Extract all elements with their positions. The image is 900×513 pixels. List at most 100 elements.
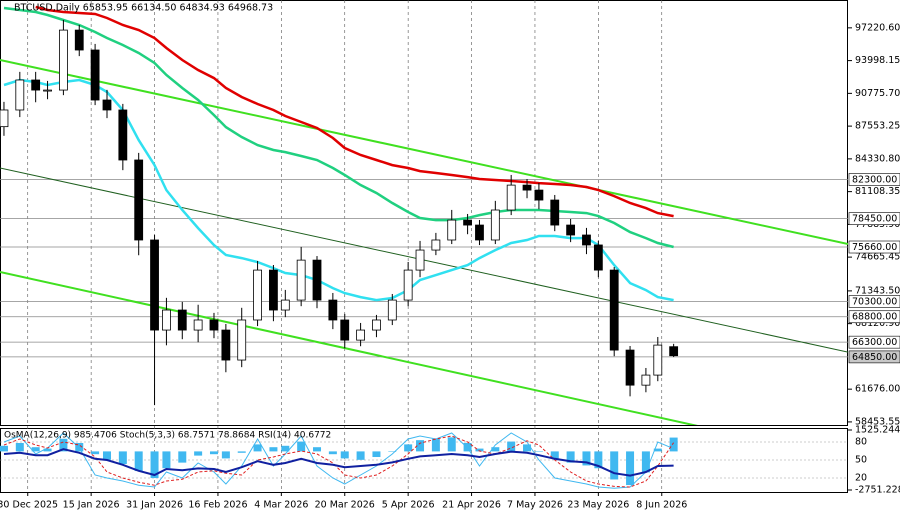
osma-bar <box>566 451 575 463</box>
candle-body <box>253 269 262 321</box>
candle-body <box>550 199 560 226</box>
y-tick-label: 97220.60 <box>855 22 900 33</box>
candle-body <box>237 319 247 361</box>
candle-body <box>447 219 457 241</box>
candle-body <box>221 329 231 361</box>
x-tick-label: 15 Jan 2026 <box>63 500 120 511</box>
candle-body <box>669 346 679 357</box>
osma-bar <box>340 451 349 459</box>
level-label: 66300.00 <box>852 337 897 348</box>
candle-body <box>593 244 603 271</box>
level-label: 70300.00 <box>852 296 897 307</box>
y-tick-label: 93998.15 <box>855 55 900 66</box>
y-tick-label: 71343.50 <box>855 285 900 296</box>
level-label-box <box>848 335 900 349</box>
candle-body <box>340 319 350 341</box>
osma-bar <box>447 437 456 452</box>
level-label-box <box>848 212 900 225</box>
chart-header: BTCUSD,Daily 65853.95 66134.50 64834.93 … <box>14 3 273 14</box>
osma-bar <box>610 451 619 480</box>
x-tick-label: 31 Jan 2026 <box>126 500 183 511</box>
price-panel <box>0 5 848 425</box>
osma-bar <box>491 447 500 452</box>
candle-body <box>118 109 128 161</box>
moving-average <box>35 5 674 218</box>
level-label: 64850.00 <box>852 352 897 363</box>
rsi-line <box>3 448 674 477</box>
y-tick-label: 87553.25 <box>855 121 900 132</box>
x-tick-label: 23 May 2026 <box>567 500 629 511</box>
y-tick-label: 90775.70 <box>855 88 900 99</box>
candle-body <box>74 29 84 51</box>
x-tick-label: 16 Feb 2026 <box>188 500 247 511</box>
candle-body <box>59 29 68 91</box>
candle-body <box>0 109 9 128</box>
osma-tick-label: 1525.2442 <box>855 425 900 436</box>
candle-body <box>193 319 203 331</box>
candle-body <box>522 184 532 191</box>
candle-body <box>641 374 651 386</box>
osma-bar <box>43 448 52 452</box>
candle-body <box>102 99 112 111</box>
osma-bar <box>328 451 337 455</box>
level-label: 78450.00 <box>852 214 897 225</box>
oscillator-tick-label: 80 <box>855 437 867 448</box>
osma-bar <box>523 444 532 452</box>
candle-body <box>43 89 52 92</box>
osma-bar <box>102 451 111 460</box>
osma-bar <box>388 451 397 452</box>
candle-body <box>653 344 663 376</box>
trend-line <box>0 271 698 425</box>
osma-bar <box>626 451 635 486</box>
candle-body <box>372 319 381 331</box>
level-label-box <box>848 240 900 254</box>
candle-body <box>328 299 338 321</box>
indicator-header: OsMA(12,26,9) 985.4706 Stoch(5,3,3) 68.7… <box>4 431 331 441</box>
osma-bar <box>59 438 68 452</box>
main-panel-frame <box>0 0 848 426</box>
x-tick-label: 20 Mar 2026 <box>315 500 375 511</box>
candle-body <box>609 269 619 351</box>
candle-body <box>31 79 41 91</box>
indicator-panel-frame <box>0 428 848 493</box>
x-tick-label: 8 Jun 2026 <box>636 500 687 511</box>
moving-average <box>3 78 674 302</box>
candle-body <box>177 309 187 331</box>
y-tick-label: 74665.45 <box>855 252 900 263</box>
candle-body <box>387 299 397 321</box>
osma-bar <box>475 448 484 452</box>
oscillator-tick-label: 20 <box>855 473 867 484</box>
candle-body <box>566 224 576 236</box>
candle-body <box>403 269 413 301</box>
osma-bar <box>150 451 159 479</box>
oscillator-tick-label: 50 <box>855 455 867 466</box>
osma-bar <box>194 451 203 456</box>
x-tick-label: 30 Dec 2025 <box>0 500 58 511</box>
osma-tick-label: -2751.2284 <box>855 485 900 496</box>
candle-body <box>475 224 484 241</box>
candle-body <box>582 234 591 246</box>
osma-bar <box>641 451 650 473</box>
osma-bar <box>15 442 24 452</box>
osma-bar <box>269 447 278 452</box>
y-tick-label: 84330.80 <box>855 153 900 164</box>
osma-bar <box>463 442 472 452</box>
osma-bar <box>431 438 440 452</box>
candle-body <box>296 259 306 301</box>
candle-body <box>356 329 365 341</box>
indicator-panel <box>0 432 848 489</box>
osma-bar <box>31 447 40 452</box>
candle-body <box>431 239 441 251</box>
osma-bar <box>297 441 306 452</box>
moving-average <box>3 6 674 249</box>
osma-bar <box>91 451 100 455</box>
level-label: 68800.00 <box>852 312 897 323</box>
x-tick-label: 5 Apr 2026 <box>382 500 435 511</box>
osma-bar <box>237 451 246 453</box>
level-label: 82300.00 <box>852 175 897 186</box>
y-tick-label: 68120.90 <box>855 318 900 329</box>
level-label: 75660.00 <box>852 242 897 253</box>
osma-bar <box>653 448 662 452</box>
level-label-box <box>848 350 900 364</box>
